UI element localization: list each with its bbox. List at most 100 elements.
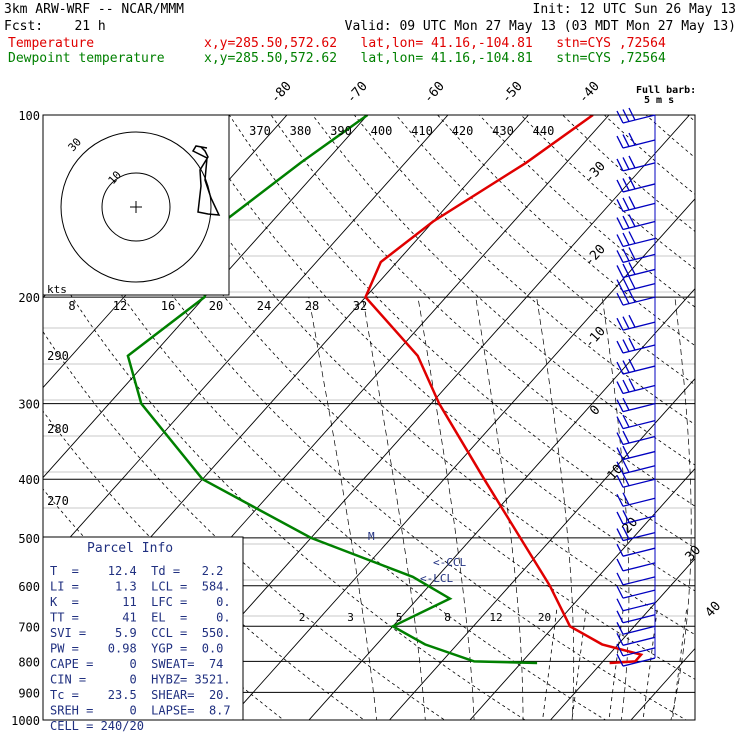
wind-barb	[616, 155, 656, 172]
moist-adiabat	[716, 297, 740, 733]
theta-label: 390	[330, 124, 352, 138]
wind-barb-flag	[622, 459, 630, 473]
wind-barb-flag	[622, 473, 630, 487]
temperature-legend: Temperature	[8, 36, 95, 51]
wind-barb-flag	[616, 558, 624, 572]
wind-barb-flag	[616, 653, 624, 667]
dry-adiabat	[43, 410, 365, 720]
dry-adiabat	[145, 115, 695, 636]
hodograph-speed-label: 12	[113, 299, 127, 313]
theta-label: 440	[533, 124, 555, 138]
wind-barb-flag	[616, 110, 624, 124]
wind-barb-flag	[622, 397, 630, 411]
wind-barb-flag	[628, 337, 636, 351]
wind-barb-flag	[616, 416, 624, 429]
wind-barb-shaft	[622, 237, 656, 248]
wind-barb	[616, 132, 656, 149]
wind-barb-shaft	[622, 647, 656, 657]
wind-barb-flag	[628, 262, 636, 275]
wind-barb	[616, 430, 656, 446]
wind-barb-shaft	[622, 253, 656, 264]
wind-barb-flag	[622, 379, 630, 393]
isotherm-label: -50	[499, 79, 526, 106]
wind-barb-flag	[622, 526, 630, 540]
moist-adiabat	[475, 297, 524, 720]
theta-label: 370	[249, 124, 271, 138]
wind-barb	[616, 653, 656, 667]
wind-barb-flag	[628, 107, 636, 121]
theta-label: 410	[411, 124, 433, 138]
parcel-info-row: SVI = 5.9 CCL = 550.	[50, 626, 231, 640]
theta-label: 400	[371, 124, 393, 138]
wind-barb-flag	[616, 610, 624, 624]
theta-label: 430	[492, 124, 514, 138]
wind-barb-flag	[628, 289, 636, 303]
isotherm	[43, 115, 46, 119]
init-time: Init: 12 UTC Sun 26 May 13	[532, 2, 737, 17]
wind-barb-flag	[622, 510, 630, 523]
parcel-marker: M	[368, 530, 375, 543]
parcel-info-row: K = 11 LFC = 0.	[50, 595, 231, 609]
wind-barb-shaft	[622, 547, 656, 557]
wind-barb-flag	[616, 572, 624, 586]
mixing-ratio-label: 12	[489, 611, 502, 624]
dry-adiabat	[729, 115, 740, 733]
dry-adiabat	[479, 115, 695, 308]
mixing-ratio-label: 5	[396, 611, 403, 624]
wind-barb-flag	[622, 263, 630, 277]
pressure-label: 200	[18, 291, 40, 305]
parcel-info-row: PW = 0.98 YGP = 0.0	[50, 642, 223, 656]
isotherm-label: 30	[683, 543, 705, 565]
wind-barb-shaft	[622, 478, 656, 488]
wind-barb-flag	[616, 265, 624, 278]
wind-barb-flag	[628, 358, 636, 372]
wind-barb-flag	[628, 132, 636, 146]
wind-barb-flag	[616, 135, 624, 149]
wind-barb-flag	[616, 361, 624, 375]
isotherm-label: -70	[344, 79, 371, 106]
wind-barb	[616, 314, 656, 331]
theta-label: 380	[290, 124, 312, 138]
mixing-ratio-label: 3	[347, 611, 354, 624]
isotherm-label: -40	[576, 79, 603, 106]
wind-barb-flag	[616, 528, 624, 541]
wind-barb-shaft	[622, 636, 656, 646]
hodograph-units: kts	[47, 283, 67, 296]
wind-barb	[616, 214, 656, 231]
wind-barb-shaft	[622, 576, 656, 586]
model-title: 3km ARW-WRF -- NCAR/MMM	[4, 2, 185, 17]
mixing-ratio-line	[608, 606, 624, 720]
parcel-info-row: Tc = 23.5 SHEAR= 20.	[50, 688, 231, 702]
hodograph-speed-label: 16	[161, 299, 175, 313]
wind-barb-flag	[616, 461, 624, 475]
wind-barb-flag	[616, 399, 624, 412]
wind-barb-shaft	[622, 465, 656, 475]
hodograph-speed-label: 28	[305, 299, 319, 313]
wind-barb-shaft	[622, 183, 656, 193]
wind-barb-flag	[616, 179, 624, 193]
wind-barb-flag	[622, 232, 630, 246]
wind-barb-shaft	[622, 202, 656, 213]
theta-label: 420	[452, 124, 474, 138]
wind-barb-flag	[616, 250, 624, 263]
mixing-ratio-line	[708, 607, 724, 733]
wind-barb	[616, 473, 656, 488]
hodograph-speed-label: 32	[353, 299, 367, 313]
wind-barb	[616, 231, 656, 248]
dry-adiabat-label: 270	[47, 494, 69, 508]
wind-barb	[616, 276, 656, 293]
wind-barb-flag	[622, 197, 630, 211]
lcl-marker: <-LCL	[420, 572, 453, 585]
mixing-ratio-line	[542, 606, 558, 720]
wind-barb	[616, 378, 656, 395]
wind-barb-flag	[616, 447, 624, 460]
parcel-info-row: LI = 1.3 LCL = 584.	[50, 580, 231, 594]
parcel-info-row: T = 12.4 Td = 2.2	[50, 564, 223, 578]
dewpoint-legend: Dewpoint temperature	[8, 51, 165, 66]
wind-barb-flag	[616, 292, 624, 306]
wind-barb-flag	[616, 543, 624, 557]
isotherm-label: -20	[582, 242, 609, 269]
dry-adiabat-label: 290	[47, 349, 69, 363]
isotherm	[469, 467, 695, 720]
dry-adiabat	[520, 115, 695, 270]
